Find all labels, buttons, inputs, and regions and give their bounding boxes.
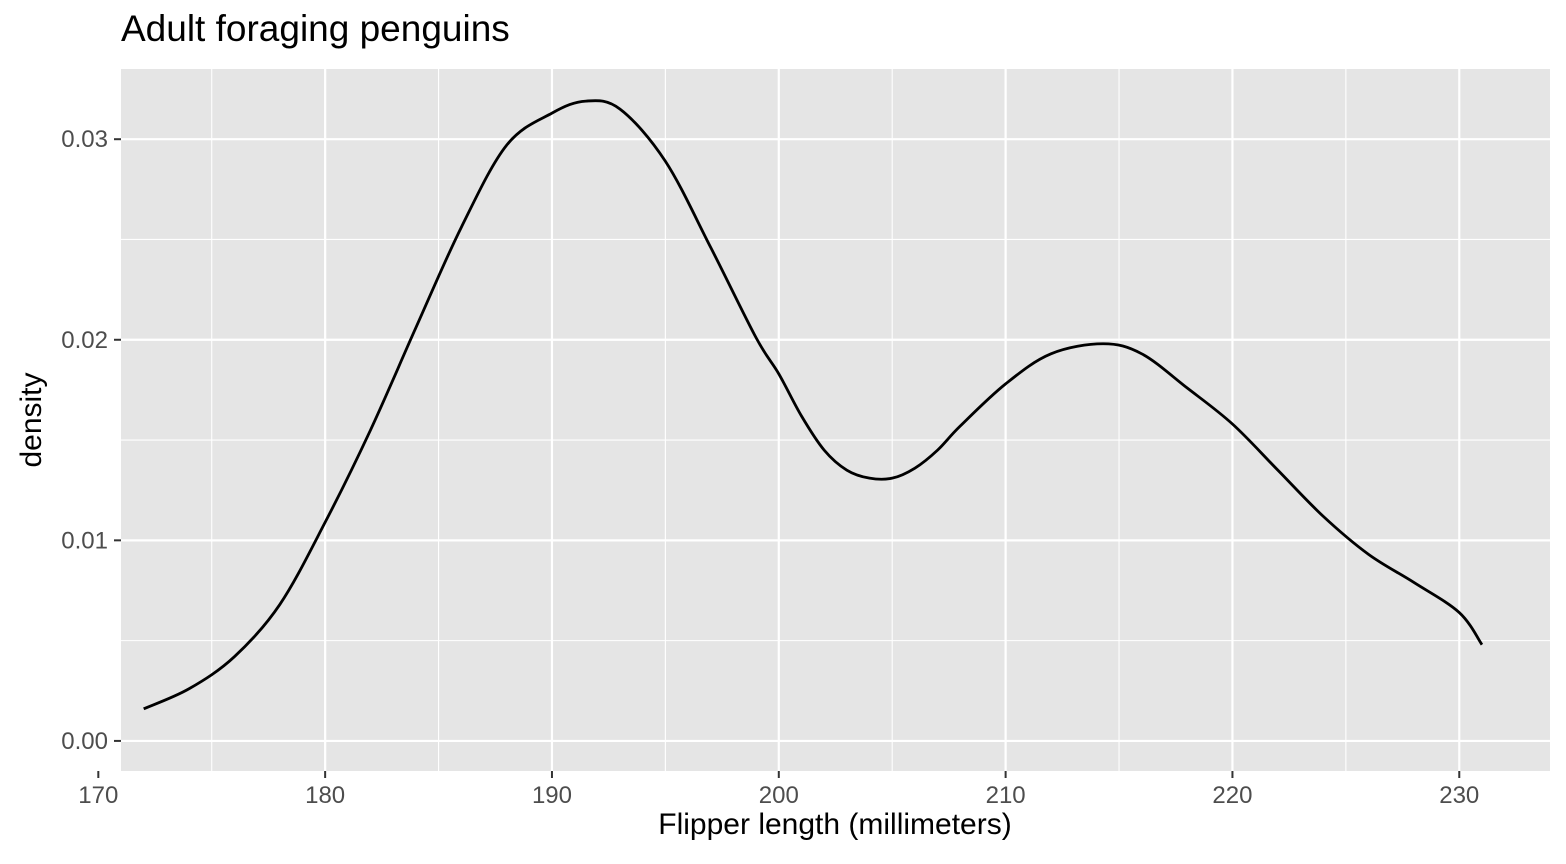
density-line bbox=[143, 99, 1484, 711]
x-axis-label: Flipper length (millimeters) bbox=[658, 808, 1012, 841]
y-tick-label: 0.01 bbox=[61, 527, 108, 554]
y-tick-label: 0.00 bbox=[61, 728, 108, 755]
y-tick-label: 0.02 bbox=[61, 327, 108, 354]
y-tick-label: 0.03 bbox=[61, 126, 108, 153]
x-tick-label: 220 bbox=[1212, 782, 1252, 809]
x-tick-label: 210 bbox=[986, 782, 1026, 809]
plot-panel-background bbox=[121, 69, 1550, 771]
x-tick-label: 170 bbox=[78, 782, 118, 809]
x-tick-label: 180 bbox=[305, 782, 345, 809]
x-tick-label: 190 bbox=[532, 782, 572, 809]
x-tick-label: 200 bbox=[759, 782, 799, 809]
x-tick-label: 230 bbox=[1439, 782, 1479, 809]
chart-title: Adult foraging penguins bbox=[121, 8, 510, 49]
y-axis-label: density bbox=[15, 372, 48, 468]
